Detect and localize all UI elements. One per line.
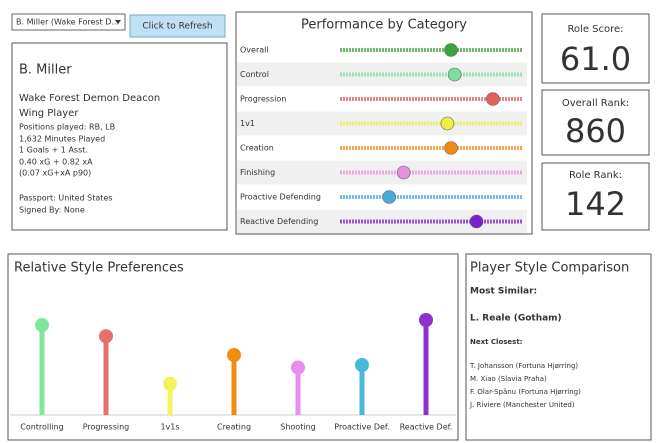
player-detail: 1,632 Minutes Played [19, 135, 105, 144]
next-closest: J. Riviere (Manchester United) [469, 401, 575, 409]
stem [167, 383, 173, 415]
chart-title: Performance by Category [301, 18, 467, 33]
dropdown-text: B. Miller (Wake Forest D... [16, 18, 119, 27]
row-label: Reactive Defending [240, 217, 318, 226]
score-label: Role Score: [567, 24, 623, 35]
player-role: Wing Player [19, 108, 79, 119]
stem [423, 320, 429, 415]
next-closest: F. Olar-Spânu (Fortuna Hjørring) [470, 388, 581, 396]
score-label: Overall Rank: [562, 98, 629, 109]
player-dropdown[interactable] [11, 13, 126, 31]
most-similar: L. Reale (Gotham) [470, 314, 562, 324]
row-label: Overall [240, 46, 269, 55]
player-dot [447, 67, 462, 82]
player-dot [382, 190, 396, 204]
score-value: 142 [565, 185, 626, 223]
player-dot [444, 43, 458, 57]
row-label: Finishing [240, 168, 275, 177]
player-detail: 0.40 xG + 0.82 xA [19, 158, 93, 167]
category-label: Progressing [83, 423, 130, 432]
dropdown-arrow [115, 20, 121, 24]
style-chart: Controlling Progressing 1v1s Creating Shooti… [20, 313, 452, 432]
stem [103, 336, 109, 415]
refresh-label[interactable]: Click to Refresh [142, 22, 212, 32]
row-label: Proactive Defending [240, 193, 321, 202]
player-panel [11, 42, 228, 231]
player-detail: (0.07 xG+xA p90) [19, 169, 91, 178]
player-dot [469, 214, 484, 229]
player-passport: Passport: United States [19, 194, 113, 203]
score-label: Role Rank: [569, 170, 622, 181]
player-dot [396, 165, 411, 180]
category-label: Reactive Def. [400, 423, 453, 432]
score-card [541, 13, 650, 84]
row-label: Progression [240, 95, 286, 104]
next-closest: T. Johansson (Fortuna Hjørring) [469, 362, 578, 370]
row-label: Creation [240, 144, 274, 153]
comparison-title: Player Style Comparison [470, 261, 629, 276]
player-dot [444, 141, 458, 155]
stem [39, 325, 45, 415]
score-value: 860 [565, 112, 626, 150]
head [99, 329, 113, 344]
player-detail: Positions played: RB, LB [19, 123, 115, 132]
player-dot [486, 92, 500, 106]
category-label: 1v1s [160, 423, 179, 432]
score-value: 61.0 [560, 40, 631, 78]
category-label: Creating [217, 423, 251, 432]
category-label: Shooting [280, 423, 315, 432]
player-team: Wake Forest Demon Deacon [19, 93, 160, 104]
stem [359, 365, 365, 415]
player-signed: Signed By: None [19, 206, 85, 215]
score-card [541, 162, 650, 231]
head [419, 313, 433, 327]
performance-chart: Overall Control Progression 1v1 Creation Fini… [237, 43, 527, 234]
head [227, 348, 241, 362]
score-card [541, 89, 650, 156]
row-label: 1v1 [240, 119, 255, 128]
head [355, 358, 369, 372]
player-name: B. Miller [19, 63, 72, 78]
player-detail: 1 Goals + 1 Asst. [19, 146, 88, 155]
head [35, 318, 49, 332]
category-label: Proactive Def. [334, 423, 389, 432]
head [291, 360, 305, 375]
category-label: Controlling [20, 423, 64, 432]
most-similar-label: Most Similar: [470, 287, 537, 297]
comparison-panel [465, 253, 652, 441]
row-label: Control [240, 70, 269, 79]
next-closest: M. Xiao (Slavia Praha) [470, 375, 547, 383]
stem [231, 355, 237, 415]
next-closest-label: Next Closest: [470, 338, 523, 346]
chart-title: Relative Style Preferences [14, 261, 184, 276]
refresh-button[interactable] [129, 14, 226, 38]
player-dot [440, 116, 455, 131]
head [163, 376, 177, 391]
stem [295, 367, 301, 415]
